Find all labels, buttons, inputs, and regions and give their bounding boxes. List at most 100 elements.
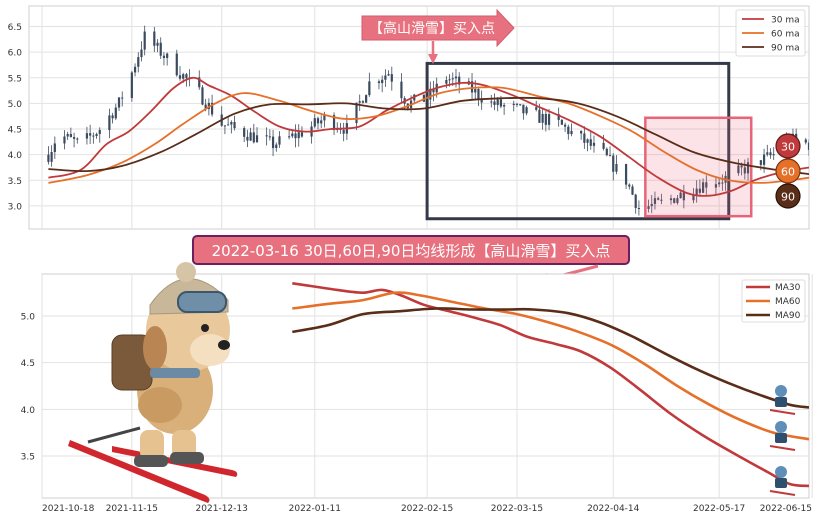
ski-goggles — [177, 291, 227, 313]
candle-body — [490, 101, 493, 103]
candle-body — [583, 133, 586, 143]
candle-body — [365, 95, 368, 103]
candle-body — [275, 144, 278, 149]
top-ma-lines — [48, 76, 809, 197]
candle-body — [653, 198, 657, 204]
candle-body — [695, 188, 698, 196]
bottom-legend: MA30 MA60 MA90 — [741, 279, 806, 323]
candle-body — [255, 135, 259, 143]
bottom-x-tick-label: 2021-12-13 — [196, 504, 248, 514]
signal-banner: 2022-03-16 30日,60日,90日均线形成【高山滑雪】买入点 — [192, 235, 630, 284]
annotation-boxes — [425, 61, 753, 221]
badge-30-label: 30 — [781, 141, 795, 154]
top-y-tick-label: 3.5 — [8, 177, 22, 187]
bottom-chart-panel: 3.5 4.0 4.5 5.0 2021-10-18 2021-11-15 2021-12… — [21, 262, 813, 514]
candle-body — [637, 207, 641, 209]
candle-body — [166, 53, 169, 58]
callout-text: 【高山滑雪】买入点 — [369, 20, 495, 37]
candle-body — [454, 76, 458, 79]
candle-body — [759, 160, 762, 165]
candle-body — [377, 81, 381, 84]
candlestick-series — [47, 25, 809, 216]
candle-body — [657, 198, 660, 200]
candle-body — [387, 74, 390, 76]
candle-body — [111, 115, 114, 119]
top-y-tick-label: 3.0 — [8, 202, 23, 212]
candle-body — [288, 136, 291, 138]
candle-body — [557, 114, 560, 120]
bottom-line-MA60 — [292, 291, 809, 441]
candle-body — [92, 135, 95, 137]
candle-body — [512, 103, 515, 106]
skier-marker-bottom-body — [775, 478, 787, 488]
candle-body — [679, 192, 682, 199]
candle-body — [544, 113, 547, 125]
candle-body — [429, 88, 432, 100]
legend-label-MA90: MA90 — [775, 311, 801, 321]
beanie-pompom — [176, 262, 196, 282]
candle-body — [445, 79, 448, 84]
top-legend: 30 ma 60 ma 90 ma — [735, 9, 806, 57]
skier-marker-mid-body — [775, 433, 787, 443]
candle-body — [320, 120, 323, 124]
candle-body — [114, 107, 117, 119]
candle-body — [525, 107, 528, 114]
candle-body — [682, 192, 685, 201]
candle-body — [547, 114, 551, 125]
dark-trend-box — [425, 61, 731, 221]
candle-body — [185, 74, 188, 79]
candle-body — [159, 42, 162, 56]
candle-body — [804, 139, 807, 143]
bottom-x-tick-label: 2021-10-18 — [42, 504, 95, 514]
candle-body — [718, 182, 721, 185]
dog-scarf — [150, 368, 200, 378]
legend-label-90ma: 90 ma — [771, 44, 800, 54]
candle-body — [676, 198, 679, 203]
callout-arrow-shape — [361, 8, 515, 48]
candle-body — [615, 164, 618, 172]
top-grid — [29, 6, 809, 229]
dog-leg-left — [140, 430, 164, 460]
candle-body — [515, 103, 519, 105]
candle-body — [701, 182, 705, 193]
dog-leg-front — [138, 387, 182, 423]
dog-nose — [218, 340, 230, 350]
candle-body — [647, 206, 650, 209]
skier-marker-bottom — [769, 466, 796, 496]
candle-body — [66, 134, 69, 137]
candle-body — [769, 152, 772, 156]
candle-body — [313, 118, 316, 127]
bottom-x-tick-label: 2022-05-17 — [693, 504, 745, 514]
candle-body — [541, 113, 544, 123]
ski-left — [68, 440, 210, 503]
candle-body — [53, 143, 56, 152]
candle-body — [602, 142, 605, 149]
candle-body — [560, 119, 563, 125]
candle-body — [271, 136, 275, 149]
candle-body — [714, 184, 718, 188]
candle-body — [76, 138, 79, 140]
candle-body — [650, 203, 653, 207]
legend-label-MA60: MA60 — [775, 297, 801, 307]
top-y-tick-label: 6.0 — [8, 49, 23, 59]
candle-body — [358, 101, 361, 103]
candle-body — [522, 104, 525, 114]
candle-body — [628, 184, 631, 187]
callout-banner: 【高山滑雪】买入点 — [361, 8, 515, 64]
top-line-90-ma — [48, 96, 809, 175]
bottom-y-tick-label: 3.5 — [21, 453, 35, 463]
skier-marker-bottom-head — [775, 466, 787, 478]
candle-body — [567, 126, 570, 135]
candle-body — [300, 132, 304, 137]
candle-body — [278, 136, 281, 145]
candle-body — [422, 94, 425, 102]
bottom-y-tick-label: 4.5 — [21, 359, 35, 369]
bottom-y-tick-labels: 3.5 4.0 4.5 5.0 — [21, 313, 36, 463]
candle-body — [564, 124, 567, 127]
candle-body — [772, 154, 775, 156]
bottom-y-tick-label: 4.0 — [21, 406, 36, 416]
candle-body — [480, 98, 483, 103]
candle-body — [448, 79, 451, 81]
candle-body — [108, 115, 111, 131]
